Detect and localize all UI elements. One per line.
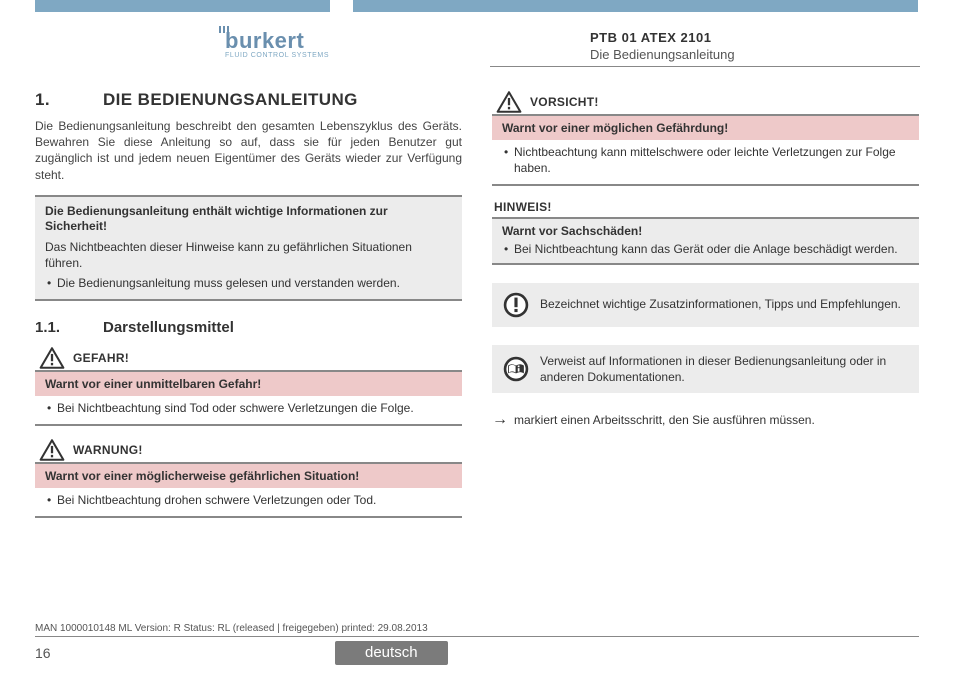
gefahr-label: GEFAHR! — [73, 351, 129, 365]
top-stripe-right — [353, 0, 918, 12]
subsection-title: Darstellungsmittel — [103, 319, 234, 336]
hinweis-grey: Warnt vor Sachschäden! Bei Nichtbeachtun… — [492, 219, 919, 262]
vorsicht-label: VORSICHT! — [530, 95, 599, 109]
safety-box-title: Die Bedienungsanleitung enthält wichtige… — [45, 204, 452, 235]
hinweis-block: HINWEIS! Warnt vor Sachschäden! Bei Nich… — [492, 198, 919, 264]
gefahr-block: GEFAHR! Warnt vor einer unmittelbaren Ge… — [35, 346, 462, 426]
content-area: 1.DIE BEDIENUNGSANLEITUNG Die Bedienungs… — [35, 90, 919, 613]
left-column: 1.DIE BEDIENUNGSANLEITUNG Die Bedienungs… — [35, 90, 462, 613]
warnung-body: Bei Nichtbeachtung drohen schwere Verlet… — [35, 488, 462, 518]
warnung-pink-bar: Warnt vor einer möglicherweise gefährlic… — [35, 462, 462, 488]
hinweis-divider — [492, 263, 919, 265]
info-row-book: Verweist auf Informationen in dieser Bed… — [492, 345, 919, 393]
arrow-icon: → — [492, 411, 508, 429]
section-number: 1. — [35, 90, 103, 110]
warnung-block: WARNUNG! Warnt vor einer möglicherweise … — [35, 438, 462, 518]
footer-meta: MAN 1000010148 ML Version: R Status: RL … — [35, 623, 919, 637]
header-divider — [490, 66, 920, 67]
hinweis-grey-title: Warnt vor Sachschäden! — [502, 224, 909, 238]
section-heading: 1.DIE BEDIENUNGSANLEITUNG — [35, 90, 462, 110]
hinweis-bullet: Bei Nichtbeachtung kann das Gerät oder d… — [502, 241, 909, 257]
top-bar: burkert FLUID CONTROL SYSTEMS PTB 01 ATE… — [0, 0, 954, 72]
safety-box-bullet: Die Bedienungsanleitung muss gelesen und… — [45, 275, 452, 291]
gefahr-pink-bar: Warnt vor einer unmittelbaren Gefahr! — [35, 370, 462, 396]
brand-logo: burkert FLUID CONTROL SYSTEMS — [225, 28, 329, 59]
brand-name: burkert — [225, 28, 329, 54]
warnung-label: WARNUNG! — [73, 443, 143, 457]
safety-box-text: Das Nichtbeachten dieser Hinweise kann z… — [45, 239, 452, 271]
info-book-text: Verweist auf Informationen in dieser Bed… — [540, 353, 909, 385]
gefahr-bullet: Bei Nichtbeachtung sind Tod oder schwere… — [45, 400, 452, 416]
book-circle-icon — [502, 355, 530, 383]
vorsicht-bullet: Nichtbeachtung kann mittelschwere oder l… — [502, 144, 909, 176]
arrow-text: markiert einen Arbeitsschritt, den Sie a… — [514, 413, 815, 427]
vorsicht-block: VORSICHT! Warnt vor einer möglichen Gefä… — [492, 90, 919, 186]
warnung-bullet: Bei Nichtbeachtung drohen schwere Verlet… — [45, 492, 452, 508]
gefahr-body: Bei Nichtbeachtung sind Tod oder schwere… — [35, 396, 462, 426]
warning-triangle-icon — [39, 346, 65, 370]
subsection-number: 1.1. — [35, 319, 103, 336]
footer: MAN 1000010148 ML Version: R Status: RL … — [35, 623, 919, 665]
intro-paragraph: Die Bedienungsanleitung beschreibt den g… — [35, 118, 462, 183]
safety-box: Die Bedienungsanleitung enthält wichtige… — [35, 195, 462, 301]
vorsicht-pink-bar: Warnt vor einer möglichen Gefährdung! — [492, 114, 919, 140]
warning-triangle-icon — [496, 90, 522, 114]
arrow-step-line: → markiert einen Arbeitsschritt, den Sie… — [492, 411, 919, 429]
right-column: VORSICHT! Warnt vor einer möglichen Gefä… — [492, 90, 919, 613]
header-right: PTB 01 ATEX 2101 Die Bedienungsanleitung — [590, 30, 735, 62]
page-number: 16 — [35, 645, 335, 661]
warnung-pink-text: Warnt vor einer möglicherweise gefährlic… — [45, 469, 452, 483]
doc-code: PTB 01 ATEX 2101 — [590, 30, 735, 45]
gefahr-pink-text: Warnt vor einer unmittelbaren Gefahr! — [45, 377, 452, 391]
vorsicht-body: Nichtbeachtung kann mittelschwere oder l… — [492, 140, 919, 186]
exclaim-circle-icon — [502, 291, 530, 319]
top-stripe-left — [35, 0, 330, 12]
language-pill: deutsch — [335, 641, 448, 665]
subsection-heading: 1.1.Darstellungsmittel — [35, 319, 462, 336]
hinweis-label: HINWEIS! — [492, 198, 919, 219]
doc-subtitle: Die Bedienungsanleitung — [590, 47, 735, 62]
section-title: DIE BEDIENUNGSANLEITUNG — [103, 90, 358, 109]
info-exclaim-text: Bezeichnet wichtige Zusatzinformationen,… — [540, 296, 901, 312]
vorsicht-pink-text: Warnt vor einer möglichen Gefährdung! — [502, 121, 909, 135]
info-row-exclaim: Bezeichnet wichtige Zusatzinformationen,… — [492, 283, 919, 327]
warning-triangle-icon — [39, 438, 65, 462]
